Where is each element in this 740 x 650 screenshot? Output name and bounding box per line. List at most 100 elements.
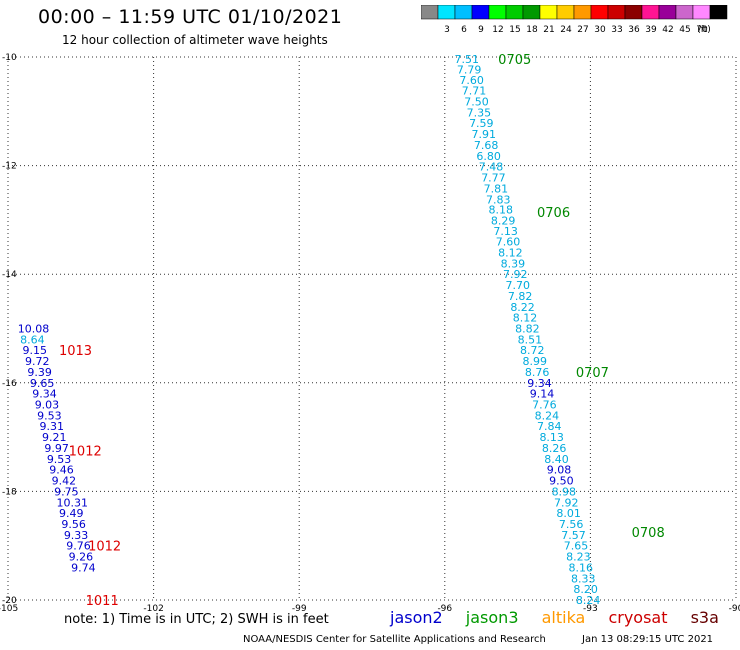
wave-height-value: 9.49 [59,507,84,520]
y-tick-label: -10 [2,53,17,63]
satellite-altika: altika [541,608,586,627]
wave-height-value: 9.65 [30,377,55,390]
x-tick-label: -99 [292,604,307,614]
wave-height-value: 7.84 [537,420,562,433]
pass-time-label: 0708 [632,526,665,541]
wave-height-value: 8.26 [542,442,567,455]
legend-tick-label: 33 [611,25,622,35]
wave-height-value: 7.82 [508,290,532,303]
wave-height-value: 8.01 [556,507,581,520]
wave-height-value: 7.92 [554,496,579,509]
wave-height-value: 7.60 [496,236,521,249]
y-tick-label: -20 [2,596,17,606]
wave-height-value: 8.72 [520,344,545,357]
wave-height-value: 7.70 [505,279,530,292]
wave-height-value: 9.72 [25,355,49,368]
wave-height-value: 9.14 [530,388,555,401]
wave-height-value: 9.34 [32,388,57,401]
x-tick-label: -90 [729,604,740,614]
y-tick-label: -16 [2,379,17,389]
satellite-s3a: s3a [690,608,719,627]
wave-height-value: 9.33 [64,529,89,542]
pass-time-label: 0705 [498,53,531,68]
wave-height-value: 10.08 [18,323,49,336]
wave-height-value: 8.82 [515,323,540,336]
wave-height-value: 8.99 [522,355,547,368]
satellite-jason3: jason3 [465,608,519,627]
wave-height-value: 9.76 [66,540,91,553]
pass-time-label: 0706 [537,206,570,221]
wave-height-value: 8.12 [513,312,538,325]
wave-height-value: 7.60 [459,74,484,87]
legend-tick-label: 30 [594,25,606,35]
wave-height-value: 7.35 [467,106,492,119]
y-tick-label: -14 [2,270,17,280]
wave-height-value: 8.20 [573,583,598,596]
legend-tick-label: 9 [478,25,484,35]
wave-height-value: 8.23 [566,551,591,564]
legend-tick-label: 6 [461,25,467,35]
legend-unit: (ft) [697,25,711,35]
wave-height-value: 7.51 [455,53,480,66]
wave-height-value: 8.24 [535,409,560,422]
chart-subtitle: 12 hour collection of altimeter wave hei… [62,33,328,47]
units-note: note: 1) Time is in UTC; 2) SWH is in fe… [64,612,329,627]
wave-height-value: 7.48 [479,161,504,174]
footer-timestamp: Jan 13 08:29:15 UTC 2021 [582,634,714,645]
wave-height-value: 8.39 [501,257,526,270]
wave-height-value: 7.56 [559,518,584,531]
color-legend: 3 6 9 12 15 18 21 24 27 30 33 36 39 42 45 70(ft) [421,5,728,35]
wave-height-value: 8.18 [488,204,512,217]
legend-tick-label: 27 [577,25,588,35]
legend-tick-label: 3 [444,25,450,35]
wave-height-value: 7.77 [481,172,506,185]
wave-height-value: 9.08 [547,464,572,477]
wave-height-value: 7.59 [469,117,494,130]
wave-height-value: 8.40 [544,453,569,466]
legend-tick-label: 45 [679,25,690,35]
legend-tick-label: 70 [696,25,708,35]
wave-height-value: 9.50 [549,475,574,488]
wave-height-value: 10.31 [57,496,89,509]
legend-tick-label: 24 [560,25,572,35]
wave-height-value: 9.42 [52,475,77,488]
pass-time-label: 1011 [86,594,119,609]
x-tick-label: -96 [437,604,452,614]
legend-tick-label: 18 [526,25,538,35]
wave-height-value: 8.76 [525,366,550,379]
wave-height-value: 8.51 [518,333,543,346]
wave-height-value: 9.34 [527,377,552,390]
wave-height-value: 7.57 [561,529,586,542]
wave-height-value: 6.80 [476,150,501,163]
pass-time-label: 1012 [69,445,102,460]
wave-height-value: 9.56 [61,518,86,531]
wave-height-value: 8.12 [498,246,522,259]
wave-height-value: 8.24 [576,594,601,607]
wave-height-value: 8.29 [491,214,516,227]
wave-height-value: 8.22 [510,301,535,314]
legend-tick-label: 36 [628,25,640,35]
wave-height-value: 9.53 [47,453,72,466]
legend-tick-label: 15 [509,25,520,35]
wave-height-value: 9.26 [69,551,94,564]
satellite-legend: jason2 jason3 altika cryosat s3a [390,608,737,627]
wave-height-value: 7.13 [493,225,518,238]
wave-height-value: 9.74 [71,561,96,574]
wave-height-value: 7.76 [532,399,557,412]
wave-height-value: 7.65 [564,540,589,553]
x-tick-label: -102 [143,604,163,614]
wave-height-value: 8.64 [20,333,44,346]
legend-tick-label: 42 [662,25,673,35]
wave-height-value: 7.91 [471,128,496,141]
footer-credit: NOAA/NESDIS Center for Satellite Applica… [243,634,546,645]
wave-height-value: 9.97 [44,442,69,455]
legend-tick-label: 21 [543,25,554,35]
wave-height-value: 7.50 [464,96,489,109]
x-tick-label: -105 [0,604,18,614]
wave-height-value: 9.31 [40,420,64,433]
wave-height-value: 7.81 [484,182,509,195]
pass-time-label: 0707 [576,366,609,381]
wave-height-value: 7.83 [486,193,511,206]
wave-height-value: 9.21 [42,431,66,444]
